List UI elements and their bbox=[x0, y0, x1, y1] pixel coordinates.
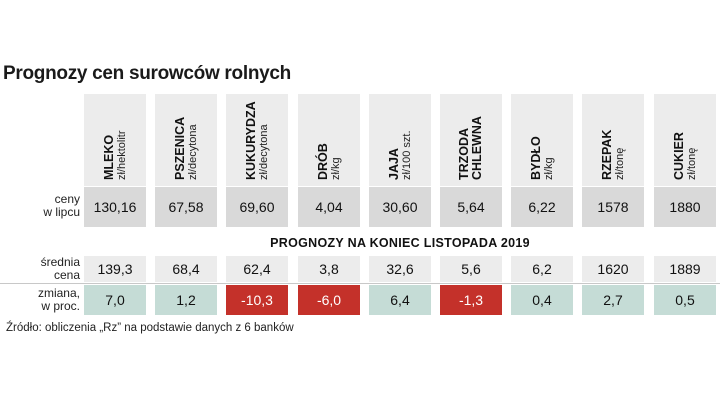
column-name-pszenica: PSZENICA bbox=[172, 116, 187, 180]
column-unit-pszenica: zł/decytona bbox=[186, 124, 199, 180]
july-price-kukurydza: 69,60 bbox=[226, 187, 288, 227]
row-label-july-line1: ceny bbox=[54, 192, 80, 206]
forecast-heading: PROGNOZY NA KONIEC LISTOPADA 2019 bbox=[270, 236, 530, 250]
column-name-cukier: CUKIER bbox=[671, 132, 686, 180]
july-price-pszenica: 67,58 bbox=[155, 187, 217, 227]
column-name-mleko: MLEKO bbox=[101, 134, 116, 180]
average-price-drób: 3,8 bbox=[298, 256, 360, 282]
column-unit-kukurydza: zł/decytona bbox=[257, 124, 270, 180]
change-percent-drób: -6,0 bbox=[298, 285, 360, 315]
row-label-average-line2: cena bbox=[53, 268, 80, 282]
average-price-jaja: 32,6 bbox=[369, 256, 431, 282]
row-label-average-line1: średnia bbox=[40, 255, 80, 269]
change-percent-cukier: 0,5 bbox=[654, 285, 716, 315]
column-unit-mleko: zł/hektolitr bbox=[115, 130, 128, 180]
column-name-bydło: BYDŁO bbox=[528, 136, 543, 180]
change-percent-trzoda-chlewna: -1,3 bbox=[440, 285, 502, 315]
average-price-kukurydza: 62,4 bbox=[226, 256, 288, 282]
average-price-trzoda-chlewna: 5,6 bbox=[440, 256, 502, 282]
column-name-jaja: JAJA bbox=[386, 148, 401, 180]
july-price-bydło: 6,22 bbox=[511, 187, 573, 227]
column-header-bydło: BYDŁO zł/kg bbox=[511, 94, 573, 186]
july-price-drób: 4,04 bbox=[298, 187, 360, 227]
july-price-trzoda-chlewna: 5,64 bbox=[440, 187, 502, 227]
change-percent-mleko: 7,0 bbox=[84, 285, 146, 315]
july-price-rzepak: 1578 bbox=[582, 187, 644, 227]
july-price-jaja: 30,60 bbox=[369, 187, 431, 227]
column-header-jaja: JAJA zł/100 szt. bbox=[369, 94, 431, 186]
row-label-july-line2: w lipcu bbox=[43, 205, 80, 219]
row-divider bbox=[0, 283, 720, 284]
change-percent-bydło: 0,4 bbox=[511, 285, 573, 315]
july-price-cukier: 1880 bbox=[654, 187, 716, 227]
column-unit-rzepak: zł/tonę bbox=[613, 147, 626, 180]
column-unit-cukier: zł/tonę bbox=[685, 147, 698, 180]
row-label-change: zmiana, w proc. bbox=[0, 287, 80, 313]
source-note: Źródło: obliczenia „Rz” na podstawie dan… bbox=[6, 322, 294, 334]
column-unit-bydło: zł/kg bbox=[542, 157, 555, 180]
average-price-cukier: 1889 bbox=[654, 256, 716, 282]
change-percent-pszenica: 1,2 bbox=[155, 285, 217, 315]
change-percent-jaja: 6,4 bbox=[369, 285, 431, 315]
column-unit-drób: zł/kg bbox=[329, 157, 342, 180]
column-name-kukurydza: KUKURYDZA bbox=[243, 101, 258, 180]
column-header-drób: DRÓB zł/kg bbox=[298, 94, 360, 186]
column-header-pszenica: PSZENICA zł/decytona bbox=[155, 94, 217, 186]
column-header-cukier: CUKIER zł/tonę bbox=[654, 94, 716, 186]
average-price-bydło: 6,2 bbox=[511, 256, 573, 282]
average-price-pszenica: 68,4 bbox=[155, 256, 217, 282]
column-name-trzoda-chlewna-1: CHLEWNA bbox=[470, 116, 484, 180]
column-header-kukurydza: KUKURYDZA zł/decytona bbox=[226, 94, 288, 186]
chart-title: Prognozy cen surowców rolnych bbox=[3, 63, 291, 84]
column-header-mleko: MLEKO zł/hektolitr bbox=[84, 94, 146, 186]
row-label-change-line1: zmiana, bbox=[37, 286, 80, 300]
change-percent-kukurydza: -10,3 bbox=[226, 285, 288, 315]
july-price-mleko: 130,16 bbox=[84, 187, 146, 227]
column-name-drób: DRÓB bbox=[315, 143, 330, 180]
column-unit-jaja: zł/100 szt. bbox=[400, 130, 413, 180]
row-label-change-line2: w proc. bbox=[41, 299, 80, 313]
change-percent-rzepak: 2,7 bbox=[582, 285, 644, 315]
row-label-july: ceny w lipcu bbox=[0, 193, 80, 219]
column-header-trzoda-chlewna: TRZODA CHLEWNA bbox=[440, 94, 502, 186]
average-price-rzepak: 1620 bbox=[582, 256, 644, 282]
average-price-mleko: 139,3 bbox=[84, 256, 146, 282]
column-name-rzepak: RZEPAK bbox=[599, 129, 614, 180]
row-label-average: średnia cena bbox=[0, 256, 80, 282]
column-header-rzepak: RZEPAK zł/tonę bbox=[582, 94, 644, 186]
